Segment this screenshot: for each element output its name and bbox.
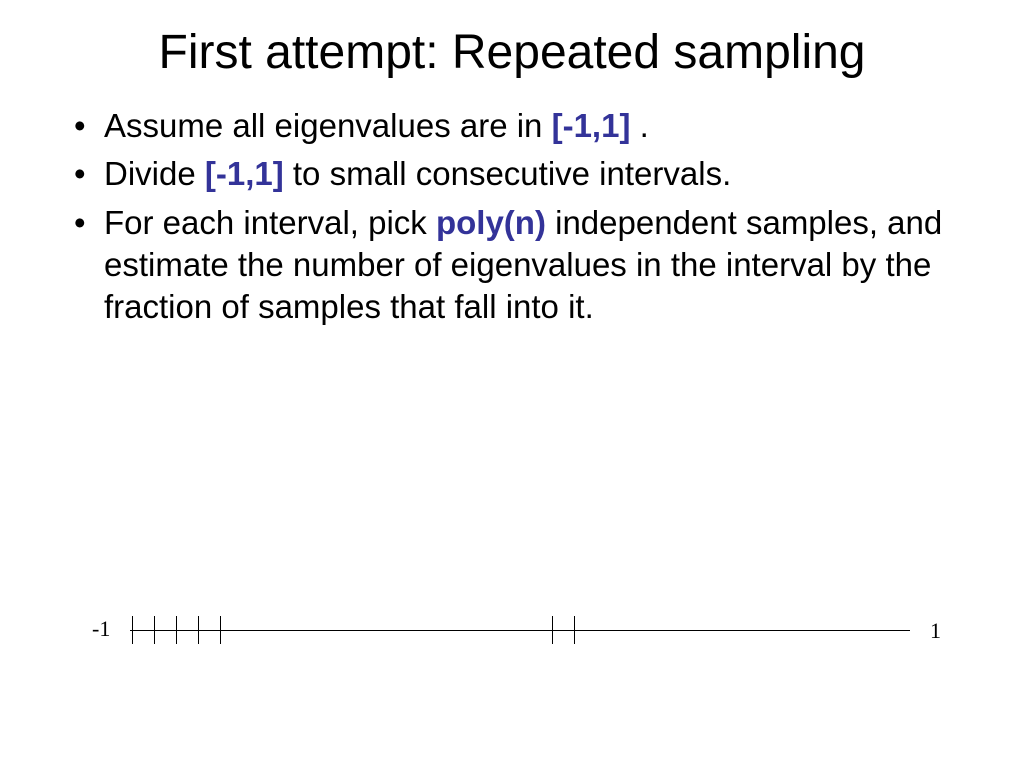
axis-line: [130, 630, 910, 631]
bullet-text-pre: Assume all eigenvalues are in: [104, 107, 552, 144]
axis-tick: [220, 616, 221, 644]
bullet-text-post: to small consecutive intervals.: [284, 155, 732, 192]
slide: First attempt: Repeated sampling Assume …: [0, 0, 1024, 768]
slide-title: First attempt: Repeated sampling: [50, 25, 974, 80]
axis-tick: [574, 616, 575, 644]
axis-tick: [198, 616, 199, 644]
bullet-item: Assume all eigenvalues are in [-1,1] .: [70, 105, 974, 147]
bullet-text-highlight: [-1,1]: [205, 155, 284, 192]
axis-tick: [552, 616, 553, 644]
bullet-list: Assume all eigenvalues are in [-1,1] . D…: [70, 105, 974, 328]
bullet-text-pre: For each interval, pick: [104, 204, 436, 241]
bullet-text-pre: Divide: [104, 155, 205, 192]
axis-label-left: -1: [92, 616, 110, 642]
bullet-text-highlight: poly(n): [436, 204, 546, 241]
axis-tick: [154, 616, 155, 644]
bullet-text-post: .: [630, 107, 648, 144]
number-line-diagram: -1 1: [120, 610, 940, 670]
axis-label-right: 1: [930, 618, 941, 644]
axis-tick: [132, 616, 133, 644]
bullet-item: Divide [-1,1] to small consecutive inter…: [70, 153, 974, 195]
bullet-text-highlight: [-1,1]: [552, 107, 631, 144]
bullet-item: For each interval, pick poly(n) independ…: [70, 202, 974, 329]
axis-tick: [176, 616, 177, 644]
